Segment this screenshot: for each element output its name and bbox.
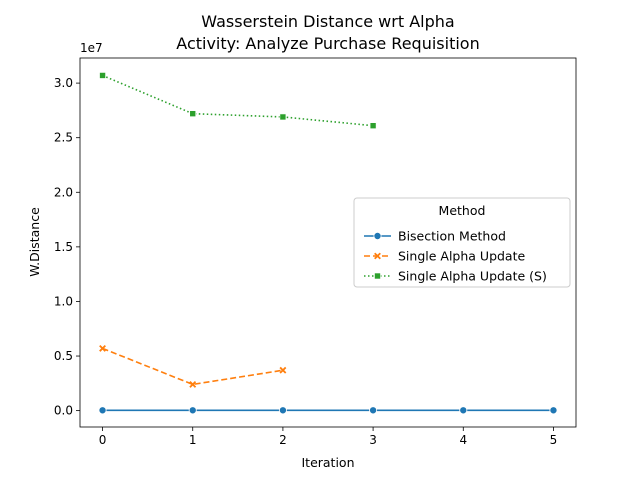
legend-title: Method — [439, 203, 486, 218]
data-point — [188, 406, 197, 415]
x-tick-label: 2 — [279, 433, 287, 447]
y-tick-label: 2.5 — [54, 131, 73, 145]
y-tick-label: 0.0 — [54, 404, 73, 418]
x-axis-label: Iteration — [301, 455, 354, 470]
chart-title: Wasserstein Distance wrt Alpha — [201, 12, 454, 31]
legend-entries: Bisection Method Single Alpha Update Singl… — [364, 229, 547, 284]
series-1 — [99, 344, 287, 388]
y-offset-label: 1e7 — [80, 41, 103, 55]
data-point — [189, 110, 197, 117]
data-point — [279, 113, 287, 121]
data-point — [549, 406, 558, 415]
legend-swatch-marker — [373, 231, 382, 240]
data-point — [278, 406, 287, 415]
legend-swatch-marker — [374, 252, 381, 260]
series-layer — [98, 72, 558, 415]
data-point-stroke-b — [189, 380, 197, 388]
x-tick-label: 1 — [189, 433, 197, 447]
y-tick-label: 3.0 — [54, 76, 73, 90]
x-tick-label: 0 — [99, 433, 107, 447]
legend-entry: Single Alpha Update — [364, 249, 525, 264]
series-line — [102, 74, 374, 127]
legend-swatch-marker-stroke-b — [374, 252, 381, 260]
data-point — [189, 380, 197, 388]
legend-entry: Single Alpha Update (S) — [364, 269, 547, 284]
y-tick-label: 1.0 — [54, 294, 73, 308]
data-point — [98, 406, 107, 415]
data-point — [369, 122, 377, 129]
chart-subtitle: Activity: Analyze Purchase Requisition — [176, 34, 479, 53]
data-point-stroke-b — [279, 366, 287, 374]
y-axis-label: W.Distance — [27, 207, 42, 277]
data-point-stroke-b — [99, 344, 106, 352]
data-point — [369, 406, 378, 415]
y-axis-ticks: 0.0 0.5 1.0 1.5 2.0 2.5 3.0 — [54, 76, 80, 418]
plot-frame — [79, 57, 577, 428]
x-tick-label: 4 — [459, 433, 467, 447]
legend-label: Single Alpha Update (S) — [398, 269, 547, 284]
series-2 — [99, 72, 377, 129]
data-point — [459, 406, 468, 415]
x-tick-label: 3 — [369, 433, 377, 447]
legend: Method Bisection Method Single Alpha Upda… — [353, 197, 571, 288]
legend-label: Single Alpha Update — [398, 249, 525, 264]
x-axis-ticks: 0 1 2 3 4 5 — [99, 427, 558, 447]
legend-entry: Bisection Method — [364, 229, 506, 244]
x-tick-label: 5 — [550, 433, 558, 447]
y-tick-label: 0.5 — [54, 349, 73, 363]
legend-swatch-marker — [374, 272, 381, 280]
y-tick-label: 1.5 — [54, 240, 73, 254]
legend-box — [353, 197, 571, 288]
data-point — [99, 72, 106, 79]
y-tick-label: 2.0 — [54, 185, 73, 199]
legend-label: Bisection Method — [398, 229, 506, 244]
series-line — [102, 347, 284, 386]
data-point — [279, 366, 287, 374]
data-point — [99, 344, 106, 352]
series-0 — [98, 406, 558, 415]
